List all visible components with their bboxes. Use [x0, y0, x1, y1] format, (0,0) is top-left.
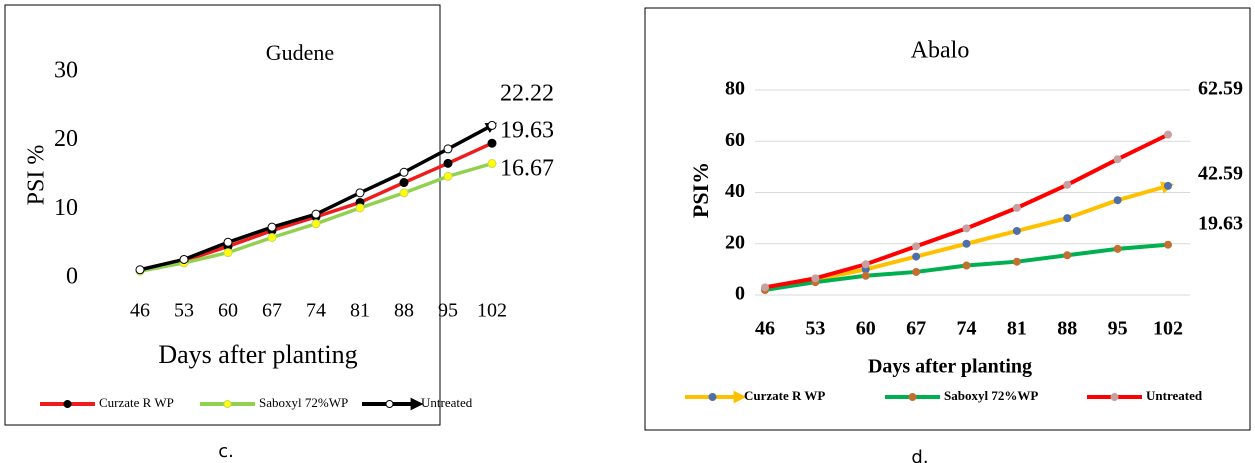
legend-label: Saboxyl 72%WP — [259, 395, 348, 410]
data-point — [355, 203, 365, 213]
y-tick-label: 10 — [54, 195, 78, 221]
panel-frame — [4, 4, 441, 426]
x-tick-label: 60 — [218, 300, 238, 322]
y-tick-label: 20 — [54, 126, 78, 152]
data-point — [1164, 240, 1172, 249]
x-tick-label: 60 — [856, 318, 876, 340]
data-point — [1012, 203, 1021, 212]
data-point — [761, 283, 769, 292]
x-tick-label: 95 — [1108, 318, 1128, 340]
data-point — [267, 222, 277, 232]
y-tick-label: 20 — [725, 231, 745, 253]
legend-marker — [1110, 393, 1119, 401]
legend-marker — [708, 393, 717, 401]
x-tick-label: 88 — [1057, 318, 1077, 340]
y-tick-label: 0 — [735, 283, 745, 305]
x-axis-label: Days after planting — [158, 340, 357, 369]
x-tick-label: 53 — [174, 300, 194, 322]
x-tick-label: 81 — [350, 300, 370, 322]
data-point — [962, 261, 971, 270]
data-point — [1164, 181, 1172, 190]
data-point — [1012, 257, 1021, 266]
x-tick-label: 81 — [1007, 318, 1027, 340]
legend-label: Curzate R WP — [99, 395, 174, 410]
data-point — [1063, 251, 1072, 260]
legend-label: Curzate R WP — [744, 388, 825, 403]
data-point — [912, 252, 921, 261]
y-tick-label: 60 — [725, 129, 745, 151]
data-point — [487, 138, 497, 148]
x-tick-label: 102 — [477, 300, 507, 322]
data-point — [1063, 214, 1072, 223]
data-point — [861, 271, 870, 280]
data-point — [1063, 180, 1072, 189]
x-tick-label: 46 — [755, 318, 775, 340]
data-point — [1113, 196, 1122, 205]
data-point — [135, 265, 145, 275]
data-point — [1012, 226, 1021, 235]
y-tick-label: 40 — [725, 180, 745, 202]
data-point — [1164, 130, 1172, 139]
data-label: 16.67 — [500, 156, 554, 182]
data-point — [443, 171, 453, 181]
data-point — [223, 248, 233, 258]
x-axis-label: Days after planting — [868, 356, 1032, 378]
caption: d. — [911, 447, 928, 463]
y-tick-label: 30 — [54, 58, 78, 84]
data-point — [443, 144, 453, 154]
legend-marker — [63, 400, 72, 408]
x-tick-label: 102 — [1153, 318, 1183, 340]
data-point — [179, 254, 189, 264]
data-point — [223, 237, 233, 247]
legend-marker — [385, 400, 394, 408]
y-axis-label: PSI% — [688, 162, 713, 218]
data-point — [962, 224, 971, 233]
caption: c. — [218, 441, 234, 462]
x-tick-label: 67 — [262, 300, 282, 322]
legend-marker — [908, 393, 917, 401]
y-tick-label: 80 — [725, 78, 745, 100]
data-label: 22.22 — [500, 81, 554, 107]
data-label: 42.59 — [1198, 163, 1243, 185]
data-point — [487, 159, 497, 169]
legend-marker — [223, 400, 232, 408]
data-point — [487, 120, 497, 130]
data-label: 19.63 — [1198, 213, 1243, 235]
data-point — [443, 158, 453, 168]
data-point — [912, 242, 921, 251]
data-point — [399, 188, 409, 198]
legend-label: Untreated — [421, 395, 473, 410]
x-tick-label: 95 — [438, 300, 458, 322]
y-axis-label: PSI % — [24, 145, 50, 206]
data-point — [399, 167, 409, 177]
data-point — [861, 260, 870, 269]
x-tick-label: 88 — [394, 300, 414, 322]
data-point — [912, 267, 921, 276]
chart-title: Gudene — [266, 40, 334, 65]
x-tick-label: 74 — [306, 300, 326, 322]
x-tick-label: 74 — [957, 318, 977, 340]
y-tick-label: 0 — [66, 264, 78, 290]
data-point — [399, 178, 409, 188]
data-label: 19.63 — [500, 118, 554, 144]
chart-title: Abalo — [911, 38, 970, 64]
data-point — [355, 188, 365, 198]
data-point — [267, 232, 277, 242]
data-point — [1113, 244, 1122, 253]
data-point — [1113, 155, 1122, 164]
data-label: 62.59 — [1198, 78, 1243, 100]
x-tick-label: 53 — [805, 318, 825, 340]
x-tick-label: 46 — [130, 300, 150, 322]
legend-label: Untreated — [1146, 388, 1203, 403]
data-point — [962, 239, 971, 248]
panel-frame — [644, 7, 1251, 431]
data-point — [811, 274, 820, 283]
data-point — [311, 209, 321, 219]
data-point — [311, 219, 321, 229]
x-tick-label: 67 — [906, 318, 926, 340]
legend-label: Saboxyl 72%WP — [944, 388, 1038, 403]
